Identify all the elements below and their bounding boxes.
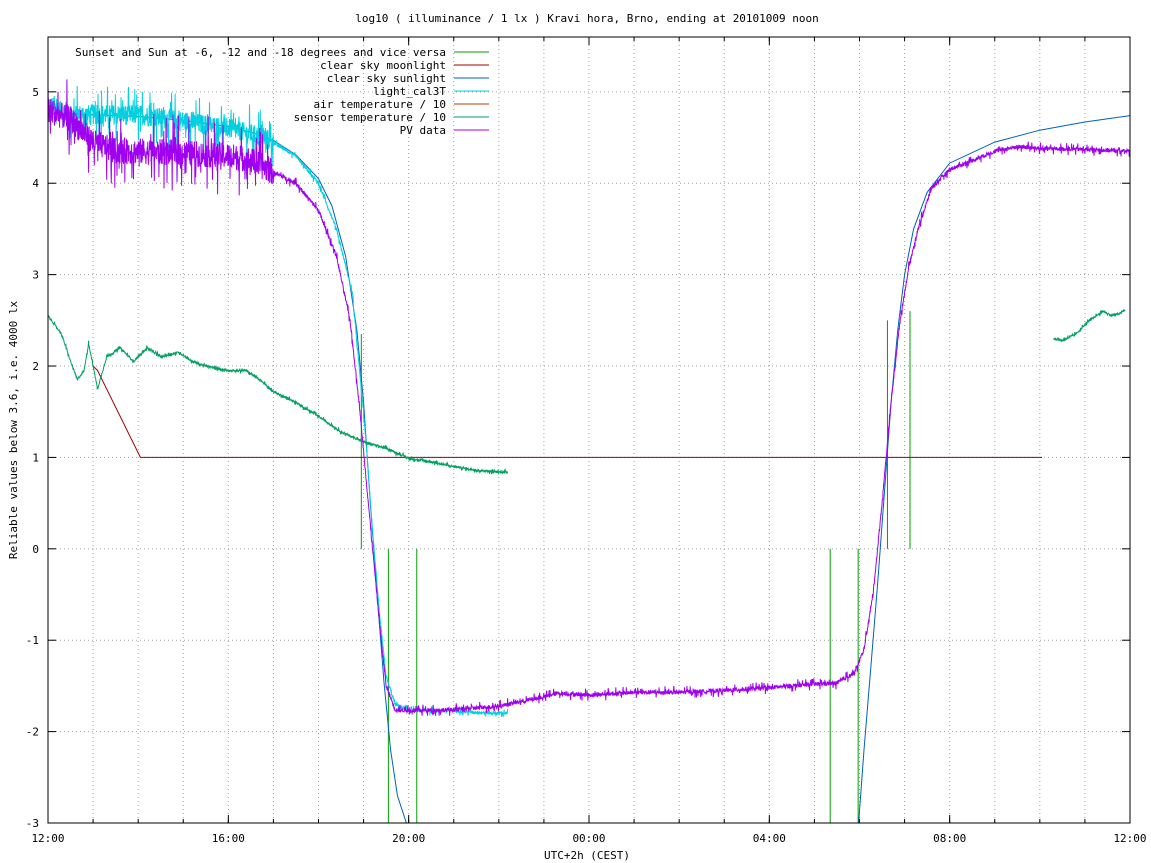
legend-label: PV data: [400, 124, 446, 137]
y-tick-label: 0: [32, 543, 39, 556]
series-5: [47, 308, 1126, 475]
series-line: [47, 79, 1130, 716]
series-layer: [47, 79, 1131, 824]
y-tick-label: -3: [26, 817, 39, 830]
series-line: [47, 314, 509, 475]
y-tick-label: 2: [32, 360, 39, 373]
x-tick-label: 16:00: [212, 832, 245, 845]
legend-label: sensor temperature / 10: [294, 111, 446, 124]
chart-title: log10 ( illuminance / 1 lx ) Kravi hora,…: [355, 12, 819, 25]
y-tick-label: 4: [32, 177, 39, 190]
legend-label: Sunset and Sun at -6, -12 and -18 degree…: [75, 46, 446, 59]
x-tick-label: 12:00: [31, 832, 64, 845]
x-tick-label: 20:00: [392, 832, 425, 845]
legend-label: light_cal3T: [373, 85, 446, 98]
series-line: [1052, 308, 1126, 343]
y-axis-label: Reliable values below 3.6, i.e. 4000 lx: [7, 300, 20, 559]
y-tick-label: 5: [32, 86, 39, 99]
series-line: [92, 365, 1043, 458]
x-tick-label: 12:00: [1113, 832, 1146, 845]
legend-label: clear sky moonlight: [320, 59, 446, 72]
y-tick-label: 3: [32, 269, 39, 282]
legend-label: clear sky sunlight: [327, 72, 446, 85]
series-1: [92, 365, 1043, 458]
legend-label: air temperature / 10: [314, 98, 446, 111]
y-tick-label: -2: [26, 726, 39, 739]
y-tick-label: -1: [26, 634, 39, 647]
x-tick-label: 00:00: [572, 832, 605, 845]
x-tick-label: 04:00: [753, 832, 786, 845]
legend: Sunset and Sun at -6, -12 and -18 degree…: [75, 46, 489, 137]
x-tick-label: 08:00: [933, 832, 966, 845]
axis-ticks: 12:00 16:00 20:00 00:00 04:00 08:00 12:00 -3 -2 -…: [26, 37, 1147, 845]
x-axis-label: UTC+2h (CEST): [544, 849, 630, 862]
series-6: [47, 79, 1130, 716]
series-3: [47, 85, 509, 717]
series-line: [47, 85, 509, 717]
series-0: [360, 311, 911, 823]
y-tick-label: 1: [32, 451, 39, 464]
